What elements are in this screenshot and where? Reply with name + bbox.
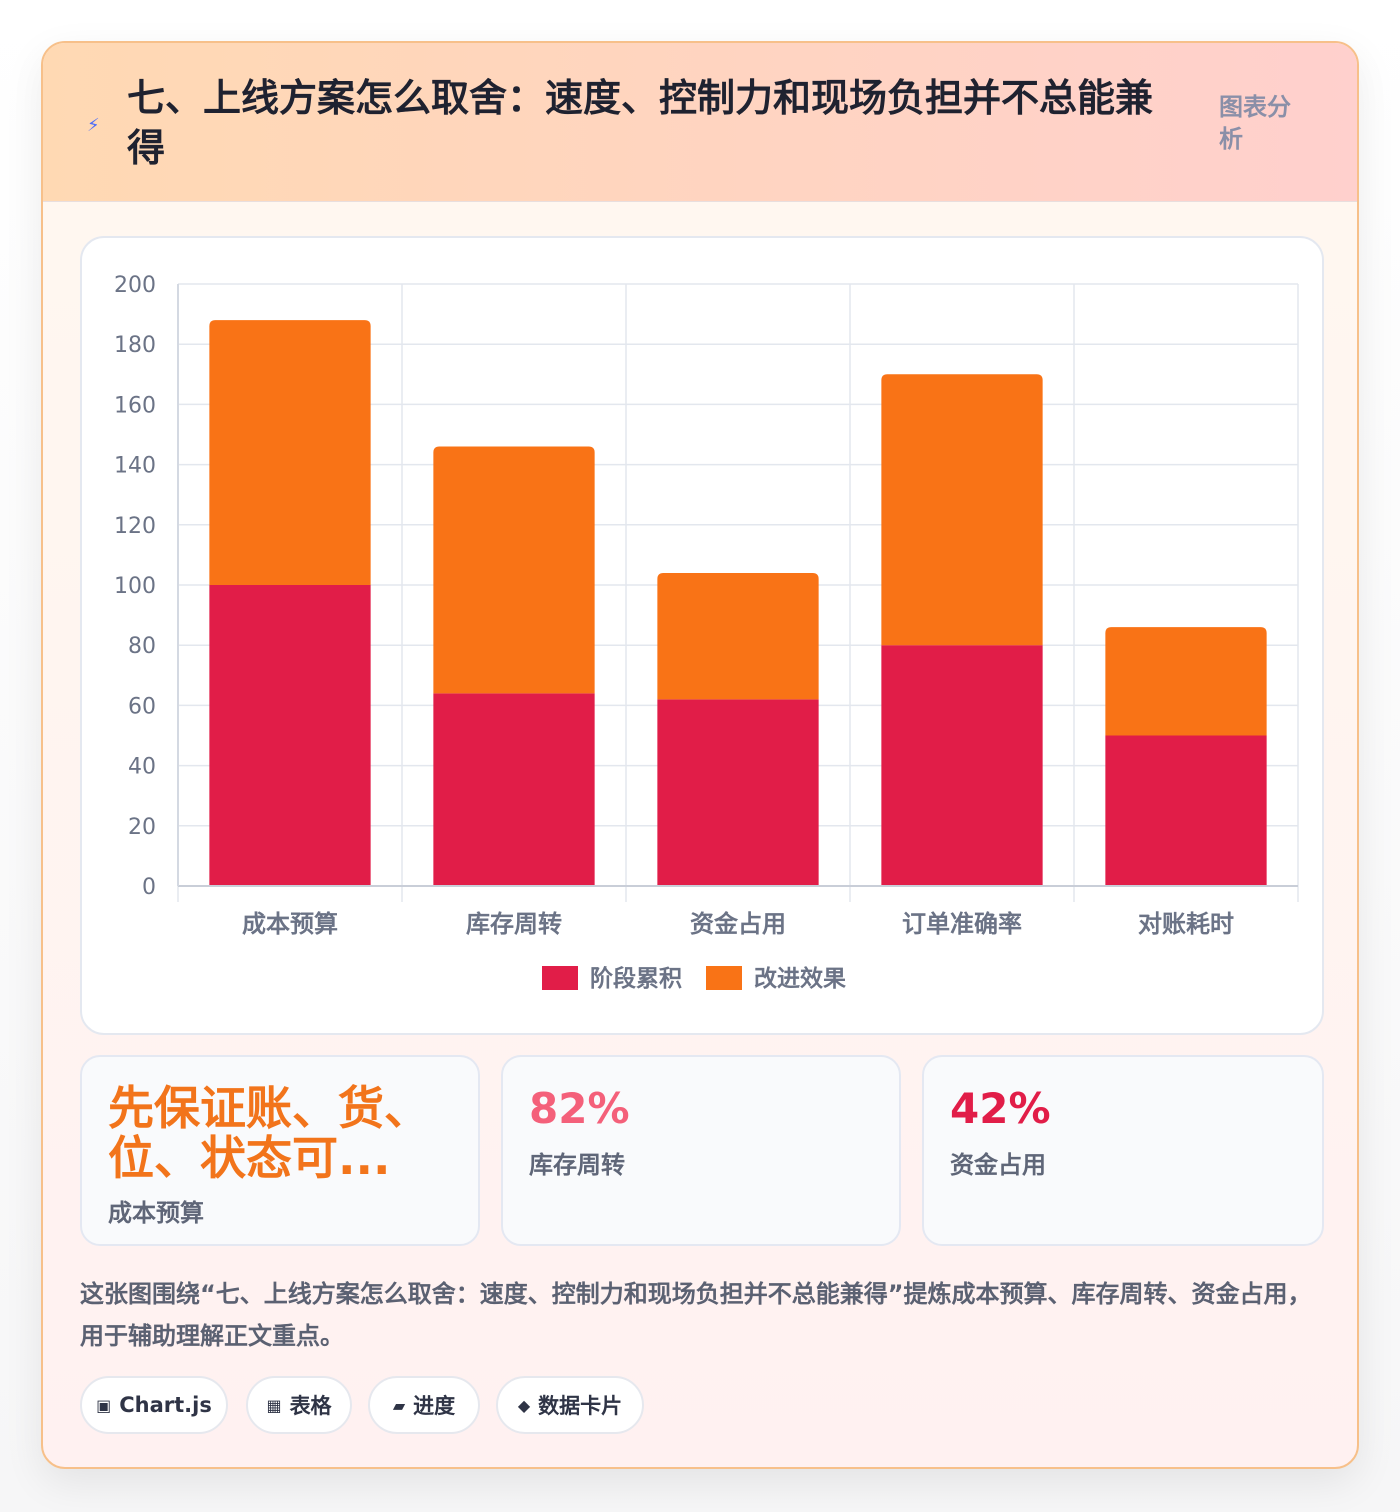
y-tick-label: 100: [114, 574, 156, 599]
chart-analysis-tag: 图表分析: [1219, 93, 1291, 153]
x-tick-label: 成本预算: [242, 910, 338, 938]
y-tick-label: 0: [142, 875, 156, 900]
chart-card: ⚡ 七、上线方案怎么取舍：速度、控制力和现场负担并不总能兼得 图表分析 0 20 4…: [41, 41, 1359, 1469]
y-tick-label: 40: [128, 755, 156, 780]
stat-card-inventory-turnover: 82% 库存周转: [501, 1055, 901, 1246]
bar-segment: [1105, 735, 1267, 886]
stat-label: 成本预算: [108, 1199, 204, 1227]
bar-segment: [433, 693, 595, 886]
legend-label: 阶段累积: [590, 965, 682, 992]
bar-segment: [433, 446, 595, 694]
chip-label: 数据卡片: [538, 1394, 623, 1418]
x-tick-label: 对账耗时: [1138, 910, 1234, 938]
y-tick-label: 60: [128, 694, 156, 719]
y-tick-label: 20: [128, 815, 156, 840]
legend-swatch: [706, 966, 742, 990]
bar-segment: [1105, 627, 1267, 736]
bar-layer: [209, 320, 1267, 886]
legend-layer: 阶段累积 改进效果: [542, 965, 846, 992]
stat-value: 82%: [529, 1084, 630, 1133]
chip-chartjs[interactable]: ▣ Chart.js: [80, 1376, 228, 1434]
chip-table[interactable]: ▦ 表格: [246, 1376, 352, 1434]
chart-icon: ▣: [96, 1395, 112, 1415]
diamond-icon: ◆: [517, 1395, 531, 1415]
bar-segment: [657, 572, 819, 700]
chart-description: 这张图围绕“七、上线方案怎么取舍：速度、控制力和现场负担并不总能兼得”提炼成本预…: [80, 1280, 1312, 1350]
stat-value: 先保证账、货、位、状态可...: [108, 1083, 430, 1183]
y-tick-label: 160: [114, 393, 156, 418]
chip-progress[interactable]: ▰ 进度: [368, 1376, 480, 1434]
card-header: ⚡ 七、上线方案怎么取舍：速度、控制力和现场负担并不总能兼得 图表分析: [43, 43, 1357, 202]
bar-segment: [209, 585, 371, 886]
chip-label: 表格: [289, 1394, 332, 1418]
legend-label: 改进效果: [754, 965, 846, 992]
stacked-bar-chart: 0 20 40 60 80 100 120 140 160 180 200 成本预算 库存周转 资金占用 订…: [114, 273, 1299, 992]
y-tick-label: 80: [128, 634, 156, 659]
table-icon: ▦: [266, 1395, 282, 1415]
stat-card-capital-occupation: 42% 资金占用: [922, 1055, 1324, 1246]
stat-label: 库存周转: [529, 1151, 625, 1179]
x-tick-label: 订单准确率: [902, 910, 1022, 938]
bar-segment: [881, 645, 1043, 886]
chart-panel: 0 20 40 60 80 100 120 140 160 180 200 成本预算 库存周转 资金占用 订…: [80, 236, 1324, 1035]
x-tick-label: 资金占用: [690, 910, 786, 938]
y-tick-label: 180: [114, 333, 156, 358]
bar-segment: [209, 320, 371, 585]
stat-card-cost-budget: 先保证账、货、位、状态可... 成本预算: [80, 1055, 480, 1246]
chip-label: Chart.js: [119, 1393, 212, 1417]
progress-icon: ▰: [392, 1395, 406, 1415]
y-tick-label: 120: [114, 514, 156, 539]
chip-label: 进度: [413, 1394, 456, 1418]
lightning-icon: ⚡: [87, 115, 100, 136]
bar-segment: [881, 374, 1043, 646]
legend-swatch: [542, 966, 578, 990]
bar-segment: [657, 699, 819, 886]
stat-value: 42%: [950, 1084, 1051, 1133]
y-tick-label: 140: [114, 454, 156, 479]
page-title: 七、上线方案怎么取舍：速度、控制力和现场负担并不总能兼得: [127, 76, 1154, 170]
x-tick-label: 库存周转: [466, 910, 562, 938]
axis-layer: 0 20 40 60 80 100 120 140 160 180 200 成本预算 库存周转 资金占用 订…: [114, 273, 1298, 938]
chip-data-card[interactable]: ◆ 数据卡片: [496, 1376, 644, 1434]
y-tick-label: 200: [114, 273, 156, 298]
stat-label: 资金占用: [950, 1151, 1046, 1179]
